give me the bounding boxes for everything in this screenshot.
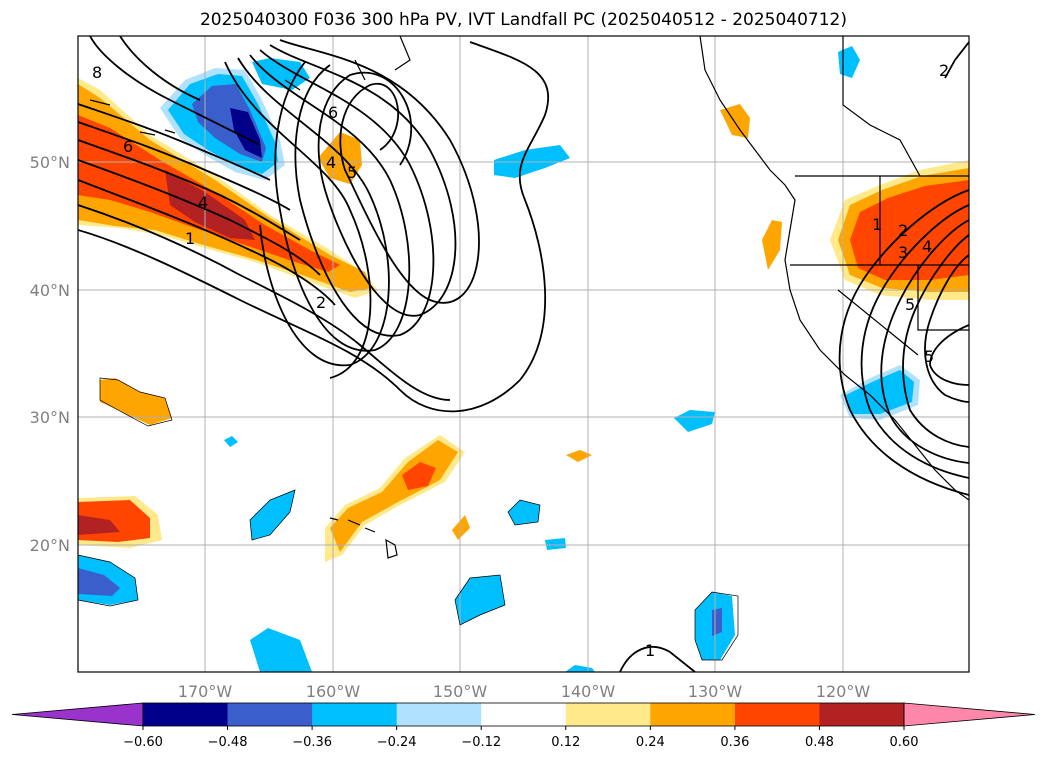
positive-anomaly-nw-strong — [78, 115, 340, 272]
negative-anomaly-nbc — [838, 46, 860, 78]
colorbar-frame — [142, 702, 905, 727]
contour-label: 8 — [92, 63, 102, 82]
colorbar-swatch — [143, 703, 229, 726]
colorbar-tick-label: −0.12 — [461, 735, 501, 750]
lon-label-120w: 120°W — [816, 682, 871, 701]
map-frame — [77, 35, 970, 673]
lat-label-20n: 20°N — [30, 536, 70, 555]
ivt-contours — [78, 36, 969, 672]
contour-label: 3 — [898, 243, 908, 262]
colorbar: −0.60 −0.48 −0.36 −0.24 −0.12 0.12 0.24 0.36 0.4… — [11, 702, 1036, 750]
negative-anomaly-south-edge — [565, 665, 595, 672]
positive-anomaly-hawaii-plume-core — [402, 462, 436, 490]
alaska-coast — [284, 36, 411, 91]
negative-anomaly-california-mid — [846, 370, 914, 414]
contour-label: 5 — [905, 295, 915, 314]
colorbar-swatch — [396, 703, 482, 726]
positive-anomaly-small-2 — [566, 450, 592, 462]
negative-anomaly-south-3-core — [712, 608, 722, 636]
contour-label: 4 — [922, 237, 932, 256]
contour-label: 6 — [328, 103, 338, 122]
north-america-coast — [699, 36, 969, 501]
contour-label: 2 — [316, 293, 326, 312]
longitude-labels: 170°W 160°W 150°W 140°W 130°W 120°W — [178, 682, 871, 701]
negative-anomaly-north — [252, 58, 310, 90]
positive-anomaly-oregon — [762, 220, 782, 270]
gridlines — [78, 36, 969, 672]
negative-anomaly-small-4 — [545, 538, 566, 550]
pv-shading — [78, 46, 969, 672]
contour-label: 6 — [123, 137, 133, 156]
canada-internal — [842, 36, 921, 177]
colorbar-tick-label: 0.36 — [720, 735, 749, 750]
lon-label-130w: 130°W — [688, 682, 743, 701]
colorbar-swatch — [650, 703, 736, 726]
contour-label: 5 — [347, 163, 357, 182]
lon-label-170w: 170°W — [178, 682, 233, 701]
positive-anomaly-subtrop-west — [100, 378, 172, 425]
colorbar-swatch — [312, 703, 398, 726]
colorbar-tick-label: 0.24 — [636, 735, 665, 750]
latitude-labels: 50°N 40°N 30°N 20°N — [30, 153, 70, 555]
contour-label: 2 — [939, 61, 949, 80]
plot-area: 8 6 4 1 2 6 4 5 2 1 2 3 4 5 5 1 — [78, 36, 969, 672]
negative-anomaly-west-17n-core — [78, 568, 120, 596]
negative-anomaly-south — [455, 575, 505, 625]
colorbar-extend-high — [903, 702, 1036, 727]
negative-anomaly-small-3 — [674, 410, 715, 432]
negative-anomaly-small-5 — [224, 436, 238, 447]
positive-anomaly-nw-core — [165, 170, 255, 240]
positive-anomaly-west-20n-core — [78, 515, 120, 535]
hawaii-islands — [329, 517, 376, 533]
colorbar-swatch — [227, 703, 313, 726]
lon-label-140w: 140°W — [561, 682, 616, 701]
contour-label: 4 — [326, 153, 336, 172]
contour-labels: 8 6 4 1 2 6 4 5 2 1 2 3 4 5 5 1 — [92, 61, 949, 660]
lat-label-30n: 30°N — [30, 408, 70, 427]
colorbar-swatch — [734, 703, 820, 726]
colorbar-swatch — [481, 703, 567, 726]
contour-label: 5 — [924, 347, 934, 366]
coastlines — [89, 36, 969, 559]
negative-anomaly-south-2 — [250, 628, 312, 672]
colorbar-extend-low — [11, 702, 144, 727]
colorbar-tick-label: −0.48 — [208, 735, 248, 750]
contour-label: 1 — [872, 215, 882, 234]
aleutians — [89, 99, 176, 136]
negative-anomaly-small-2 — [508, 500, 540, 525]
lat-label-40n: 40°N — [30, 281, 70, 300]
colorbar-tick-label: −0.60 — [123, 735, 163, 750]
lon-label-160w: 160°W — [306, 682, 361, 701]
state-line-3 — [917, 265, 969, 331]
colorbar-tick-label: 0.48 — [805, 735, 834, 750]
shading-outlines — [78, 377, 739, 661]
map-title: 2025040300 F036 300 hPa PV, IVT Landfall… — [199, 10, 847, 30]
colorbar-tick-label: −0.36 — [292, 735, 332, 750]
colorbar-swatch — [819, 703, 905, 726]
state-line-4 — [837, 289, 919, 356]
contour-label: 1 — [645, 641, 655, 660]
positive-anomaly-bc — [720, 104, 750, 138]
colorbar-tick-label: 0.12 — [551, 735, 580, 750]
lon-label-150w: 150°W — [433, 682, 488, 701]
negative-anomaly-small-1 — [250, 490, 295, 540]
colorbar-tick-label: 0.60 — [890, 735, 919, 750]
negative-anomaly-nw-core — [230, 108, 262, 158]
colorbar-tick-label: −0.24 — [377, 735, 417, 750]
positive-anomaly-hawaii-plume-mid — [330, 440, 458, 552]
contour-label: 2 — [898, 221, 908, 240]
contour-label: 1 — [185, 229, 195, 248]
colorbar-swatch — [565, 703, 651, 726]
positive-anomaly-small-1 — [452, 515, 470, 540]
contour-label: 4 — [198, 193, 208, 212]
lat-label-50n: 50°N — [30, 153, 70, 172]
hawaii-big-island — [385, 538, 398, 559]
